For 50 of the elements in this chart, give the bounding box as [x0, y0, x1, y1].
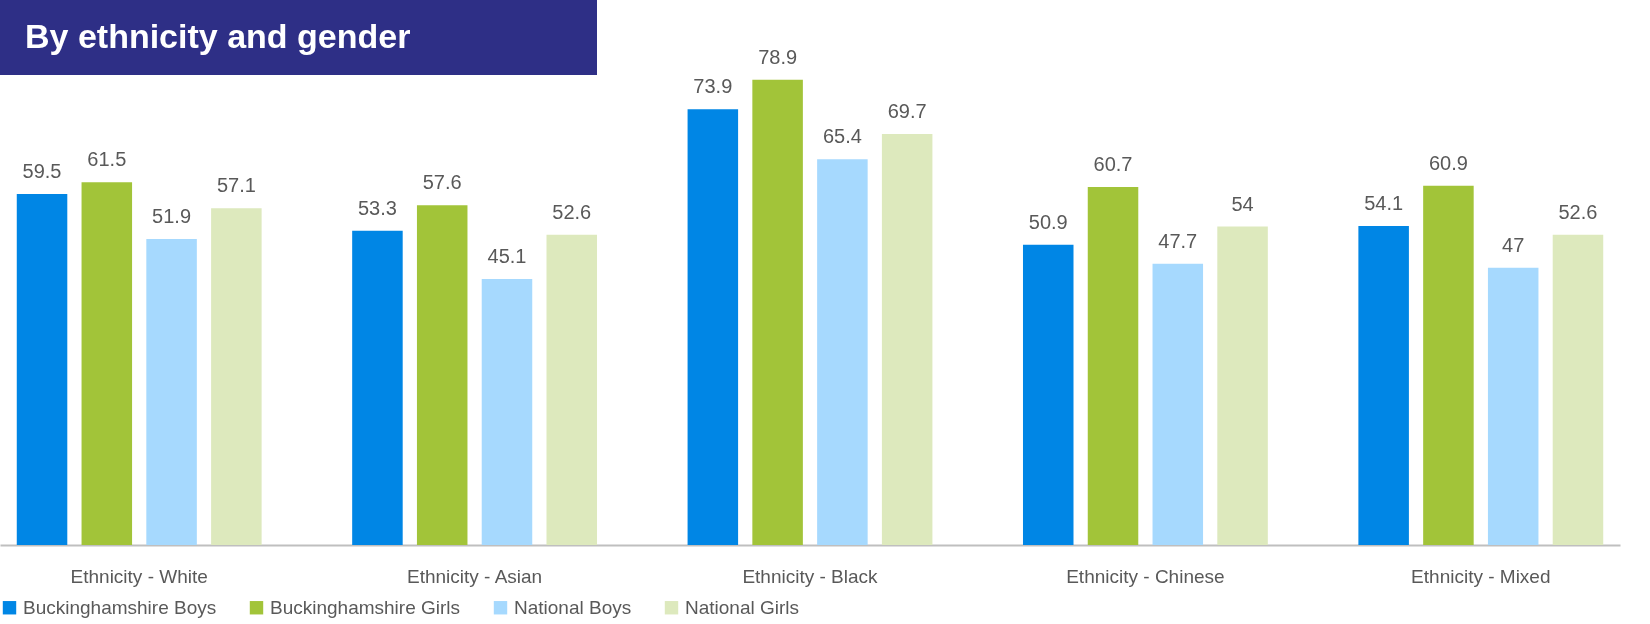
bar: [146, 238, 197, 545]
data-label: 57.1: [216, 174, 256, 197]
bar: [416, 205, 468, 545]
bar: [481, 279, 533, 545]
x-tick-label: Ethnicity - Chinese: [1066, 565, 1225, 587]
data-label: 73.9: [693, 75, 733, 98]
bar: [1087, 187, 1139, 545]
data-label: 54: [1231, 192, 1254, 215]
bar: [817, 159, 868, 545]
bar: [1022, 244, 1074, 545]
bar: [352, 230, 403, 545]
data-label: 47.7: [1158, 229, 1198, 252]
x-tick-label: Ethnicity - Black: [742, 565, 879, 587]
legend-label: National Girls: [685, 596, 800, 618]
data-label: 65.4: [822, 125, 862, 148]
data-label: 50.9: [1028, 210, 1068, 233]
bar: [1217, 226, 1268, 545]
bar: [546, 234, 598, 545]
data-label: 45.1: [487, 245, 527, 267]
x-tick-label: Ethnicity - Mixed: [1411, 565, 1551, 587]
bar: [687, 109, 739, 545]
data-label: 52.6: [552, 200, 592, 223]
data-label: 60.9: [1428, 151, 1468, 174]
data-label: 78.9: [758, 45, 798, 68]
data-label: 51.9: [152, 204, 192, 227]
data-label: 54.1: [1364, 191, 1404, 214]
bar: [1358, 225, 1409, 545]
data-label: 59.5: [22, 160, 62, 183]
bar: [881, 133, 933, 545]
data-label: 47: [1502, 233, 1525, 256]
bar: [1152, 263, 1204, 545]
data-label: 53.3: [357, 196, 397, 219]
data-label: 52.6: [1558, 200, 1598, 223]
bar: [752, 79, 803, 545]
data-label: 61.5: [87, 148, 127, 171]
x-tick-label: Ethnicity - Asian: [407, 565, 543, 587]
bar: [1423, 185, 1474, 545]
legend-label: Buckinghamshire Girls: [270, 596, 461, 618]
bar: [1487, 267, 1539, 545]
chart-title: By ethnicity and gender: [25, 17, 411, 55]
bar: [1552, 234, 1604, 545]
bar: [81, 182, 133, 545]
bar: [211, 208, 262, 545]
data-label: 69.7: [887, 99, 927, 122]
data-label: 60.7: [1093, 153, 1133, 175]
legend-label: National Boys: [514, 596, 632, 618]
x-tick-label: Ethnicity - White: [70, 565, 208, 587]
legend-label: Buckinghamshire Boys: [23, 596, 217, 618]
bar: [16, 194, 68, 545]
data-label: 57.6: [422, 171, 462, 194]
